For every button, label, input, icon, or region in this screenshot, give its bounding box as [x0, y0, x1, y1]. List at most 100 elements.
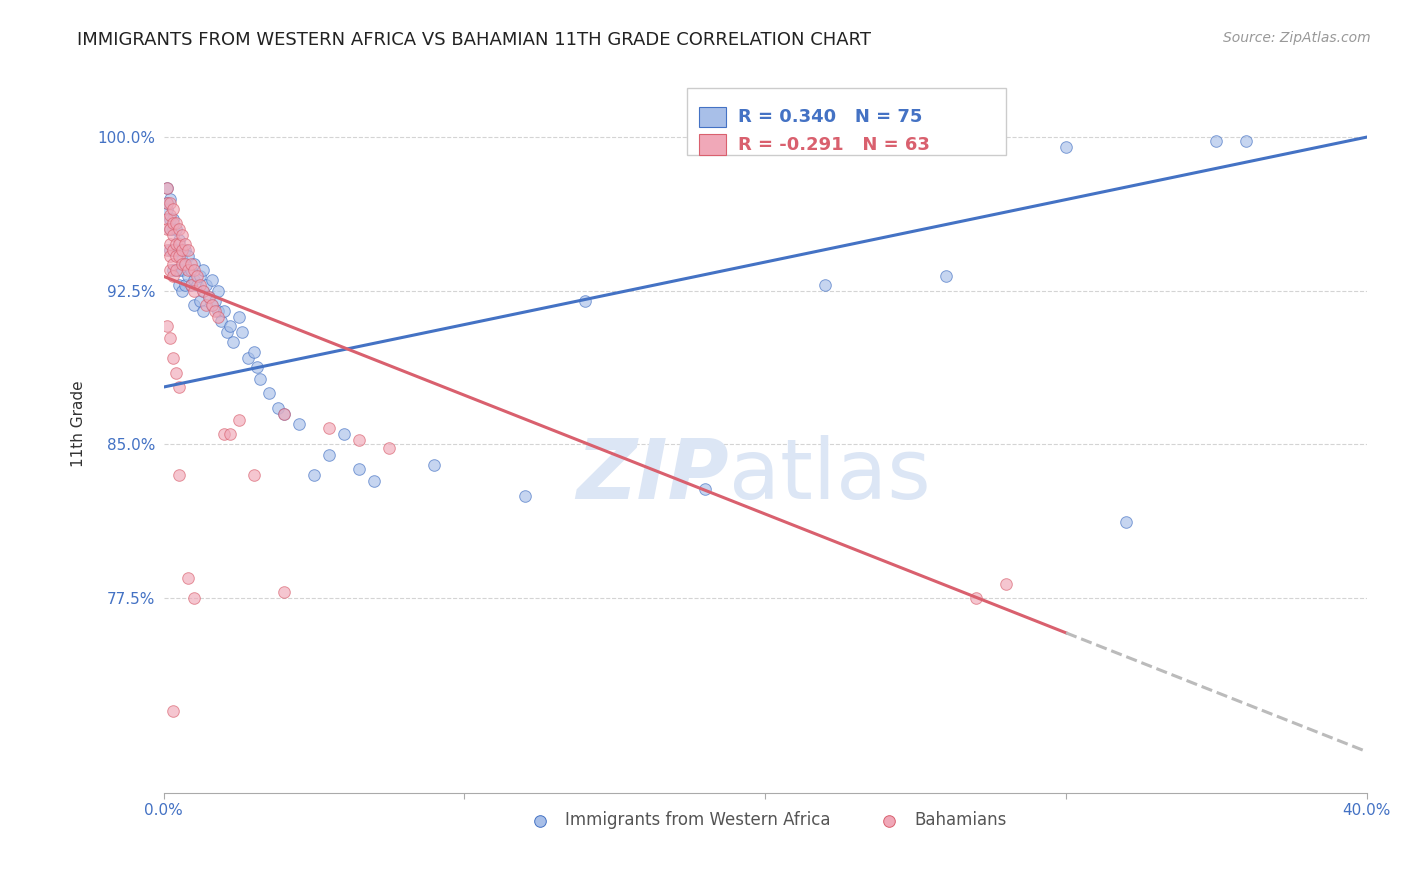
Point: [167, 249, 190, 263]
Point: [162, 228, 184, 243]
Point: [1115, 515, 1137, 529]
Point: [167, 380, 190, 394]
Point: [177, 243, 200, 257]
Point: [965, 591, 987, 605]
Point: [994, 576, 1017, 591]
Point: [167, 277, 190, 292]
Point: [170, 284, 193, 298]
Point: [191, 304, 214, 318]
Point: [228, 413, 250, 427]
Point: [574, 293, 596, 308]
Point: [965, 134, 987, 148]
Point: [198, 290, 221, 304]
Point: [378, 442, 401, 456]
Point: [363, 475, 385, 489]
Point: [191, 284, 214, 298]
Point: [191, 284, 214, 298]
Point: [207, 304, 229, 318]
Point: [173, 277, 195, 292]
Point: [249, 372, 271, 386]
Point: [159, 222, 181, 236]
Point: [204, 293, 226, 308]
Point: [1054, 140, 1077, 154]
Point: [194, 277, 217, 292]
FancyBboxPatch shape: [688, 88, 1005, 154]
Point: [333, 427, 356, 442]
Point: [273, 407, 295, 421]
Point: [180, 277, 202, 292]
Point: [218, 318, 240, 333]
Point: [201, 298, 224, 312]
FancyBboxPatch shape: [699, 135, 725, 155]
Point: [162, 216, 184, 230]
Point: [167, 243, 190, 257]
Point: [243, 468, 266, 483]
Point: [167, 233, 190, 247]
Text: R = 0.340   N = 75: R = 0.340 N = 75: [738, 108, 922, 126]
Point: [162, 257, 184, 271]
Point: [167, 236, 190, 251]
Point: [170, 257, 193, 271]
Point: [167, 468, 190, 483]
Point: [347, 434, 370, 448]
Point: [159, 212, 181, 227]
Point: [156, 202, 179, 216]
Point: [170, 252, 193, 267]
Point: [1205, 134, 1227, 148]
FancyBboxPatch shape: [699, 106, 725, 128]
Point: [246, 359, 269, 374]
Text: IMMIGRANTS FROM WESTERN AFRICA VS BAHAMIAN 11TH GRADE CORRELATION CHART: IMMIGRANTS FROM WESTERN AFRICA VS BAHAMI…: [77, 31, 872, 49]
Point: [180, 277, 202, 292]
Point: [162, 704, 184, 718]
Point: [156, 195, 179, 210]
Point: [318, 421, 340, 435]
Point: [159, 208, 181, 222]
Point: [201, 273, 224, 287]
Point: [165, 236, 187, 251]
Point: [183, 284, 205, 298]
Point: [177, 269, 200, 284]
Point: [207, 310, 229, 325]
Point: [170, 243, 193, 257]
Point: [173, 257, 195, 271]
Point: [215, 325, 238, 339]
Point: [165, 249, 187, 263]
Point: [159, 192, 181, 206]
Point: [318, 448, 340, 462]
Point: [273, 585, 295, 599]
Point: [167, 263, 190, 277]
Point: [183, 298, 205, 312]
Point: [183, 591, 205, 605]
Point: [162, 269, 184, 284]
Point: [170, 263, 193, 277]
Point: [159, 236, 181, 251]
Point: [159, 222, 181, 236]
Point: [173, 257, 195, 271]
Point: [212, 304, 235, 318]
Point: [188, 293, 211, 308]
Point: [165, 366, 187, 380]
Point: [156, 181, 179, 195]
Point: [1236, 134, 1258, 148]
Point: [209, 314, 232, 328]
Point: [188, 277, 211, 292]
Point: [183, 263, 205, 277]
Point: [423, 458, 446, 472]
Point: [156, 212, 179, 227]
Point: [188, 269, 211, 284]
Point: [204, 304, 226, 318]
Point: [693, 483, 716, 497]
Point: [231, 325, 253, 339]
Point: [267, 401, 290, 415]
Legend: Immigrants from Western Africa, Bahamians: Immigrants from Western Africa, Bahamian…: [517, 805, 1014, 836]
Point: [513, 489, 536, 503]
Point: [165, 222, 187, 236]
Point: [177, 263, 200, 277]
Point: [207, 284, 229, 298]
Point: [218, 427, 240, 442]
Point: [167, 222, 190, 236]
Point: [165, 216, 187, 230]
Point: [173, 243, 195, 257]
Point: [180, 257, 202, 271]
Point: [162, 212, 184, 227]
